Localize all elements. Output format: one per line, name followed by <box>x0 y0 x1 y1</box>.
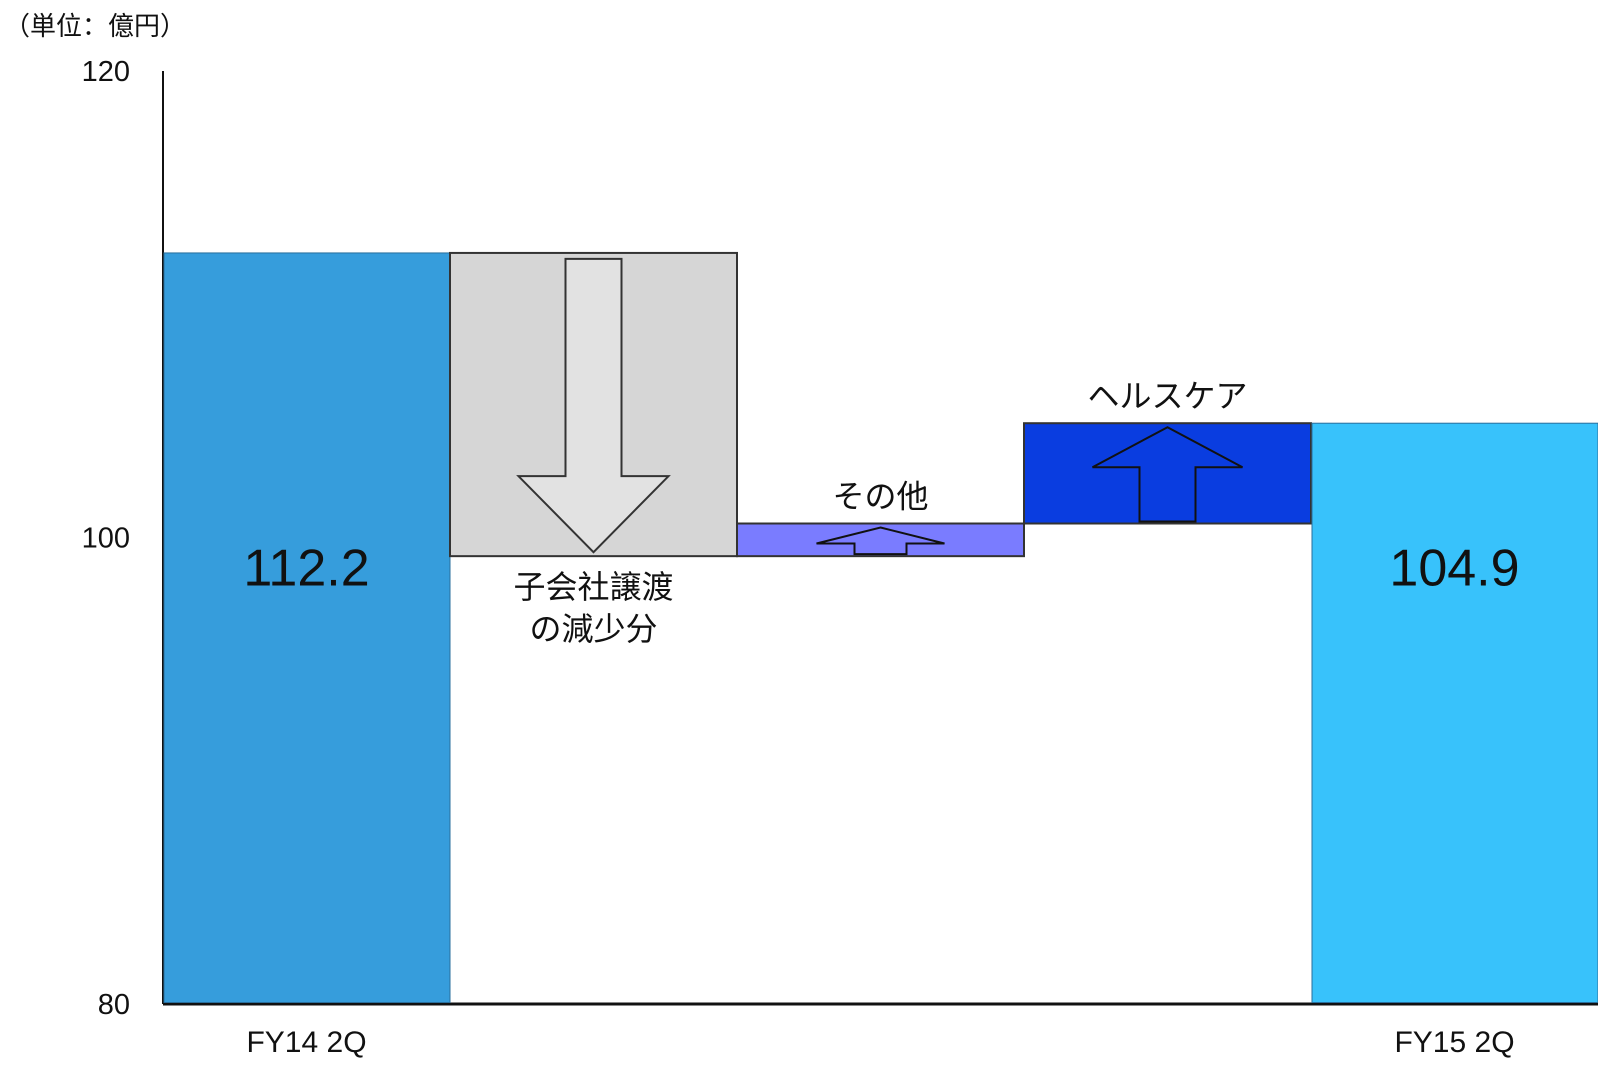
step-label-line: その他 <box>832 478 928 516</box>
y-tick-label: 80 <box>98 989 130 1021</box>
unit-label: （単位：億円） <box>4 12 187 42</box>
step-label: ヘルスケア <box>1087 377 1247 415</box>
up-arrow-icon <box>816 526 945 556</box>
x-tick-label: FY14 2Q <box>246 1026 366 1059</box>
bar-total <box>1311 422 1598 1003</box>
step-label: その他 <box>832 478 928 516</box>
step-label-line: 子会社譲渡 <box>513 568 673 606</box>
bar-total <box>163 252 451 1003</box>
step-label-line: ヘルスケア <box>1087 377 1247 415</box>
down-arrow-icon <box>516 257 671 554</box>
step-label: 子会社譲渡の減少分 <box>513 568 673 648</box>
up-arrow-icon <box>1092 426 1243 523</box>
x-tick-label: FY15 2Q <box>1394 1026 1514 1059</box>
bar-value-label: 112.2 <box>243 540 369 598</box>
step-label-line: の減少分 <box>529 610 657 648</box>
bar-value-label: 104.9 <box>1389 540 1519 598</box>
y-tick-label: 100 <box>82 523 130 555</box>
y-tick-label: 120 <box>82 56 130 88</box>
